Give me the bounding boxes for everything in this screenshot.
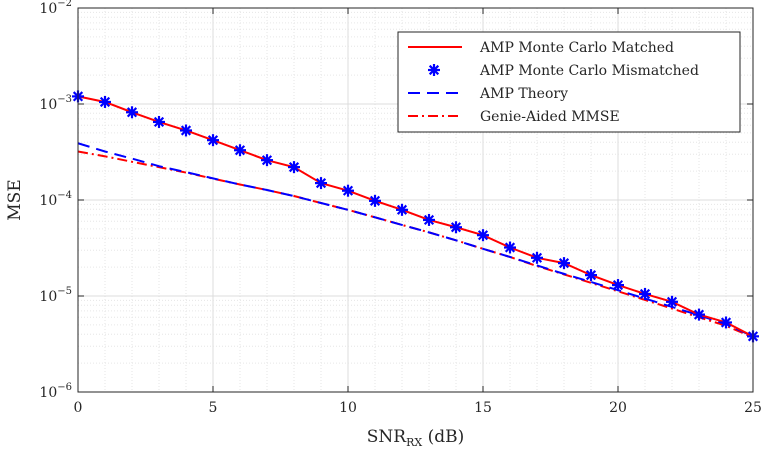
data-point-marker bbox=[693, 308, 705, 321]
data-point-marker bbox=[396, 203, 408, 216]
series-line-genie-aided-mmse bbox=[77, 150, 754, 339]
x-tick-label: 20 bbox=[609, 400, 627, 416]
data-point-marker bbox=[261, 154, 273, 167]
legend-entry: AMP Monte Carlo Mismatched bbox=[428, 63, 699, 79]
y-tick-label: 10−5 bbox=[39, 286, 72, 305]
data-point-marker bbox=[504, 241, 516, 254]
data-point-marker bbox=[315, 177, 327, 190]
series-amp-monte-carlo-mismatched bbox=[72, 90, 759, 343]
data-point-marker bbox=[369, 194, 381, 207]
x-tick-label: 0 bbox=[74, 400, 83, 416]
y-tick-label: 10−3 bbox=[39, 94, 72, 113]
legend-label: AMP Monte Carlo Matched bbox=[479, 40, 674, 56]
data-point-marker bbox=[612, 279, 624, 292]
data-point-marker bbox=[288, 161, 300, 174]
data-point-marker bbox=[585, 269, 597, 282]
legend: AMP Monte Carlo Matched AMP Monte Carlo M… bbox=[397, 31, 741, 133]
data-point-marker bbox=[720, 316, 732, 329]
legend-label: Genie-Aided MMSE bbox=[480, 109, 620, 125]
y-tick-label: 10−6 bbox=[39, 382, 72, 401]
data-point-marker bbox=[666, 295, 678, 308]
x-tick-label: 5 bbox=[209, 400, 218, 416]
y-tick-label: 10−4 bbox=[39, 190, 72, 209]
data-point-marker bbox=[234, 144, 246, 157]
data-point-marker bbox=[558, 257, 570, 270]
x-axis-label-main: SNR bbox=[367, 427, 408, 447]
data-point-marker bbox=[531, 251, 543, 264]
data-point-marker bbox=[153, 115, 165, 128]
data-point-marker bbox=[342, 184, 354, 197]
series-line-amp-theory bbox=[77, 142, 754, 338]
legend-entry: AMP Monte Carlo Matched bbox=[408, 40, 674, 56]
series-layer bbox=[72, 90, 759, 343]
data-point-marker bbox=[639, 287, 651, 300]
data-point-marker bbox=[477, 229, 489, 242]
legend-label: AMP Theory bbox=[479, 86, 568, 102]
data-point-marker bbox=[180, 124, 192, 137]
x-tick-label: 25 bbox=[744, 400, 762, 416]
axis-ticks: 0 5 10 15 20 25 10−6 10−5 10−4 10−3 10−2 bbox=[39, 0, 761, 416]
data-point-marker bbox=[126, 106, 138, 119]
legend-label: AMP Monte Carlo Mismatched bbox=[479, 63, 699, 79]
data-point-marker bbox=[423, 213, 435, 226]
x-axis-label-subscript: RX bbox=[406, 436, 422, 449]
series-line-amp-monte-carlo-matched bbox=[77, 95, 754, 338]
y-axis-label: MSE bbox=[5, 179, 25, 220]
data-point-marker bbox=[99, 95, 111, 108]
data-point-marker bbox=[450, 221, 462, 234]
data-point-marker bbox=[207, 134, 219, 147]
x-axis-label-unit: (dB) bbox=[422, 427, 464, 447]
legend-entry: Genie-Aided MMSE bbox=[408, 109, 620, 125]
legend-marker bbox=[428, 64, 440, 76]
legend-entry: AMP Theory bbox=[408, 86, 568, 102]
y-tick-label: 10−2 bbox=[39, 0, 72, 17]
x-axis-label: SNRRX (dB) bbox=[367, 427, 465, 449]
x-tick-label: 15 bbox=[474, 400, 492, 416]
x-tick-label: 10 bbox=[339, 400, 357, 416]
